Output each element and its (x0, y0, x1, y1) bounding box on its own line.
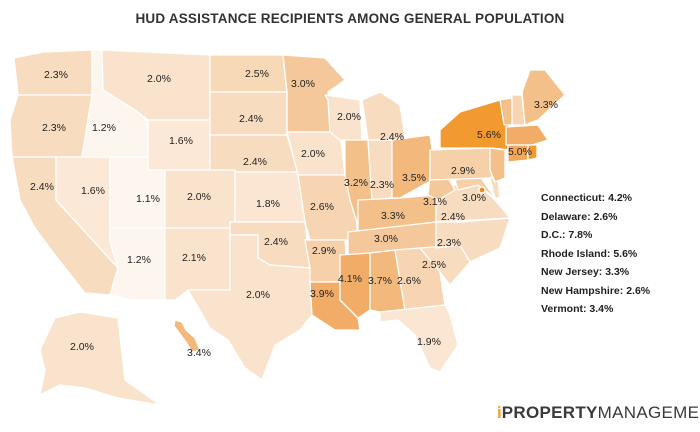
state-ks[interactable] (234, 171, 306, 223)
label-id: 1.2% (92, 122, 116, 134)
label-il: 3.2% (344, 177, 368, 189)
label-ne: 2.4% (243, 156, 267, 168)
legend-item: D.C.: 7.8% (541, 229, 593, 241)
label-oh: 3.5% (402, 172, 426, 184)
label-ny: 5.6% (477, 129, 501, 141)
legend-item: Vermont: 3.4% (541, 303, 614, 315)
label-wa: 2.3% (44, 69, 68, 81)
label-ca: 2.4% (30, 181, 54, 193)
label-nm: 2.1% (182, 252, 206, 264)
legend-item: Rhode Island: 5.6% (541, 247, 638, 260)
label-ks: 1.8% (256, 198, 280, 210)
brand-logo: iPROPERTYMANAGEMENT (497, 403, 700, 422)
state-wi[interactable] (324, 94, 363, 141)
state-nj[interactable] (489, 147, 506, 183)
state-ma[interactable] (505, 124, 549, 146)
label-mn: 3.0% (291, 78, 315, 90)
label-ok: 2.4% (264, 236, 288, 248)
label-tx: 2.0% (246, 289, 270, 301)
state-ri[interactable] (527, 144, 538, 161)
label-az: 1.2% (127, 254, 151, 266)
label-ma: 5.0% (508, 146, 532, 158)
label-fl: 1.9% (417, 336, 441, 348)
state-in[interactable] (367, 139, 393, 201)
state-me[interactable] (521, 69, 566, 126)
label-me: 3.3% (534, 99, 558, 111)
label-pa: 2.9% (451, 165, 475, 177)
state-fl[interactable] (379, 304, 459, 373)
state-nm[interactable] (164, 227, 231, 301)
label-la: 3.9% (310, 288, 334, 300)
label-ut: 1.1% (136, 193, 160, 205)
label-in: 2.3% (370, 179, 394, 191)
state-ny[interactable] (439, 99, 511, 151)
state-ms[interactable] (339, 252, 371, 319)
label-nd: 2.5% (245, 68, 269, 80)
legend-item: New Jersey: 3.3% (541, 266, 630, 278)
label-mt: 2.0% (147, 73, 171, 85)
label-wi: 2.0% (337, 111, 361, 123)
small-states-legend: Connecticut: 4.2% Delaware: 2.6% D.C.: 7… (541, 189, 650, 319)
label-sc: 2.5% (422, 259, 446, 271)
legend-item: Delaware: 2.6% (541, 210, 618, 223)
label-wy: 1.6% (169, 135, 193, 147)
state-hi[interactable] (173, 319, 201, 353)
legend-item: New Hampshire: 2.6% (541, 284, 651, 297)
map-title: HUD ASSISTANCE RECIPIENTS AMONG GENERAL … (135, 11, 565, 26)
label-ia: 2.0% (301, 148, 325, 160)
label-nv: 1.6% (81, 185, 105, 197)
label-or: 2.3% (42, 122, 66, 134)
label-ar: 2.9% (312, 245, 336, 257)
label-ga: 2.6% (397, 275, 421, 287)
label-mi: 2.4% (380, 131, 404, 143)
label-va: 2.4% (441, 211, 465, 223)
label-wv: 3.1% (423, 196, 447, 208)
label-al: 3.7% (368, 275, 392, 287)
label-co: 2.0% (187, 191, 211, 203)
label-hi: 3.4% (187, 347, 211, 359)
state-tx[interactable] (187, 234, 313, 381)
legend-item: Connecticut: 4.2% (541, 192, 633, 204)
state-ak[interactable] (39, 311, 161, 406)
label-nc: 2.3% (437, 237, 461, 249)
dc-marker (478, 186, 486, 194)
label-ky: 3.3% (381, 210, 405, 222)
label-md: 3.0% (462, 192, 486, 204)
state-nc[interactable] (435, 217, 511, 263)
label-ak: 2.0% (70, 341, 94, 353)
state-oh[interactable] (391, 134, 437, 199)
label-ms: 4.1% (338, 273, 362, 285)
label-mo: 2.6% (310, 201, 334, 213)
label-sd: 2.4% (239, 113, 263, 125)
label-tn: 3.0% (374, 233, 398, 245)
